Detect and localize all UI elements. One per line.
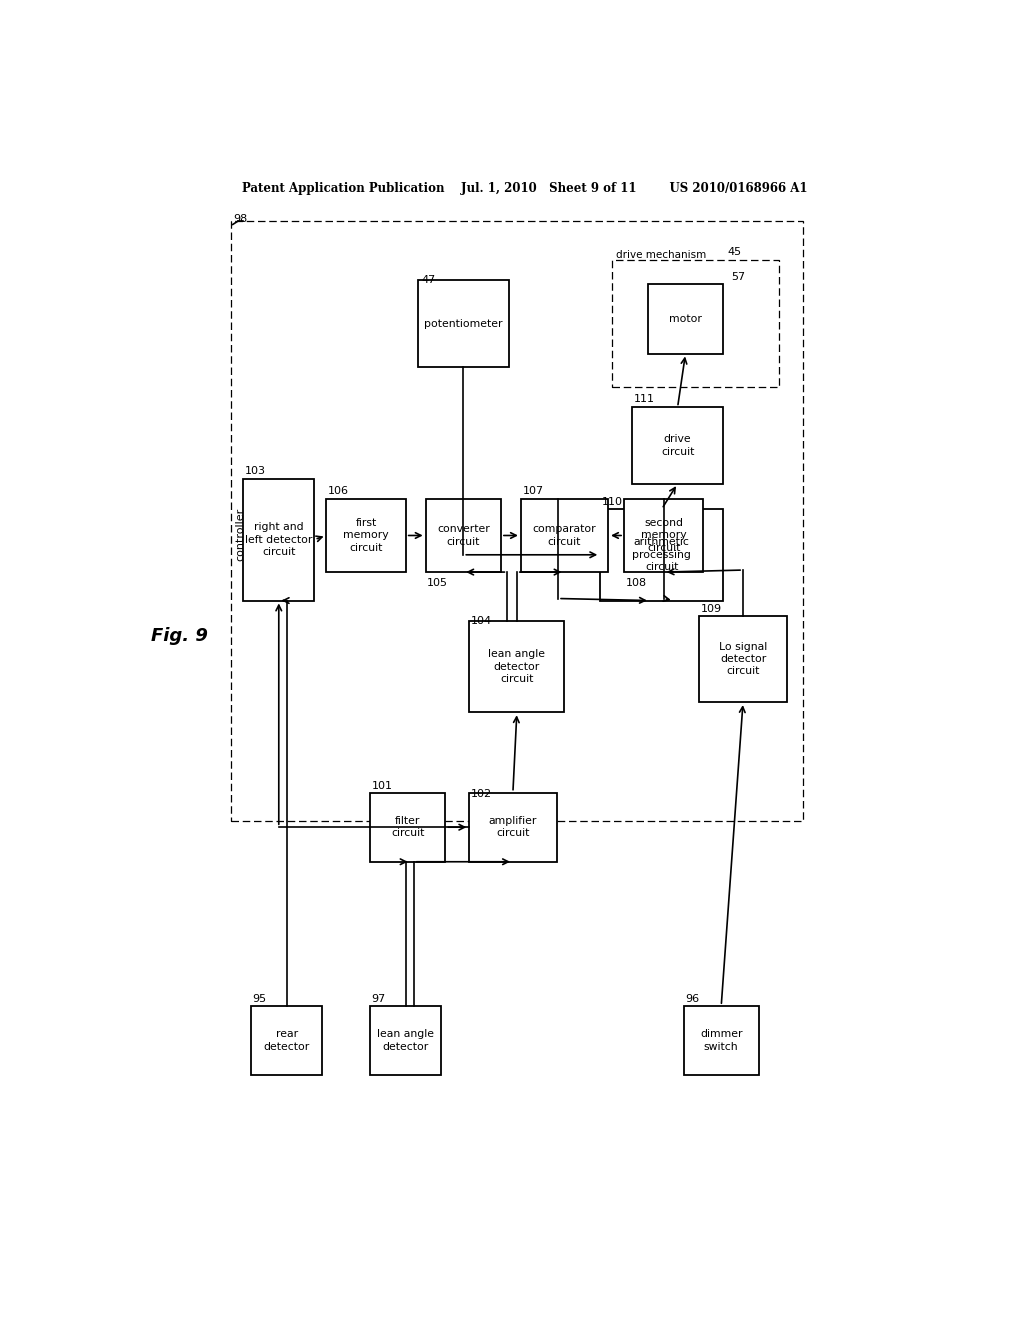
Text: 106: 106 [328,486,349,496]
Text: 103: 103 [245,466,265,475]
Text: second
memory
circuit: second memory circuit [641,517,686,553]
Text: potentiometer: potentiometer [424,318,503,329]
Bar [684,1006,759,1076]
Bar [648,284,723,354]
Bar [469,792,557,862]
Text: 95: 95 [253,994,266,1005]
Bar [624,499,703,572]
Text: rear
detector: rear detector [263,1030,310,1052]
Text: 104: 104 [471,616,492,626]
Bar [370,792,445,862]
Bar [521,499,608,572]
Text: 109: 109 [701,603,722,614]
Text: 57: 57 [731,272,745,282]
Bar [469,620,564,713]
Bar [612,260,778,387]
Bar [418,280,509,367]
Text: 98: 98 [232,214,247,224]
Text: Patent Application Publication    Jul. 1, 2010   Sheet 9 of 11        US 2010/01: Patent Application Publication Jul. 1, 2… [242,182,808,195]
Bar [699,615,786,702]
Text: 108: 108 [626,578,647,589]
Text: dimmer
switch: dimmer switch [700,1030,742,1052]
Bar [370,1006,441,1076]
Text: 107: 107 [522,486,544,496]
Bar [327,499,406,572]
Text: converter
circuit: converter circuit [437,524,489,546]
Text: controller: controller [236,508,246,561]
Text: motor: motor [669,314,701,323]
Text: comparator
circuit: comparator circuit [532,524,596,546]
Text: filter
circuit: filter circuit [391,816,424,838]
Bar [632,408,723,483]
Text: 97: 97 [372,994,386,1005]
Text: lean angle
detector: lean angle detector [377,1030,434,1052]
Text: right and
left detector
circuit: right and left detector circuit [245,523,312,557]
Text: drive
circuit: drive circuit [660,434,694,457]
Text: 96: 96 [685,994,699,1005]
Text: lean angle
detector
circuit: lean angle detector circuit [488,649,546,684]
Text: first
memory
circuit: first memory circuit [343,517,389,553]
Text: Lo signal
detector
circuit: Lo signal detector circuit [719,642,767,676]
Text: arithmetic
processing
circuit: arithmetic processing circuit [632,537,691,572]
Text: amplifier
circuit: amplifier circuit [488,816,537,838]
Text: 102: 102 [471,789,492,799]
Text: 110: 110 [602,498,623,507]
Bar [426,499,501,572]
Text: drive mechanism: drive mechanism [616,249,707,260]
Bar [600,510,723,601]
Text: 47: 47 [422,276,436,285]
Text: 111: 111 [634,395,654,404]
Bar [243,479,314,601]
Text: 45: 45 [727,247,741,257]
Bar [231,222,803,821]
Text: 105: 105 [427,578,449,589]
Bar [251,1006,323,1076]
Text: 101: 101 [372,780,392,791]
Text: Fig. 9: Fig. 9 [152,627,208,645]
